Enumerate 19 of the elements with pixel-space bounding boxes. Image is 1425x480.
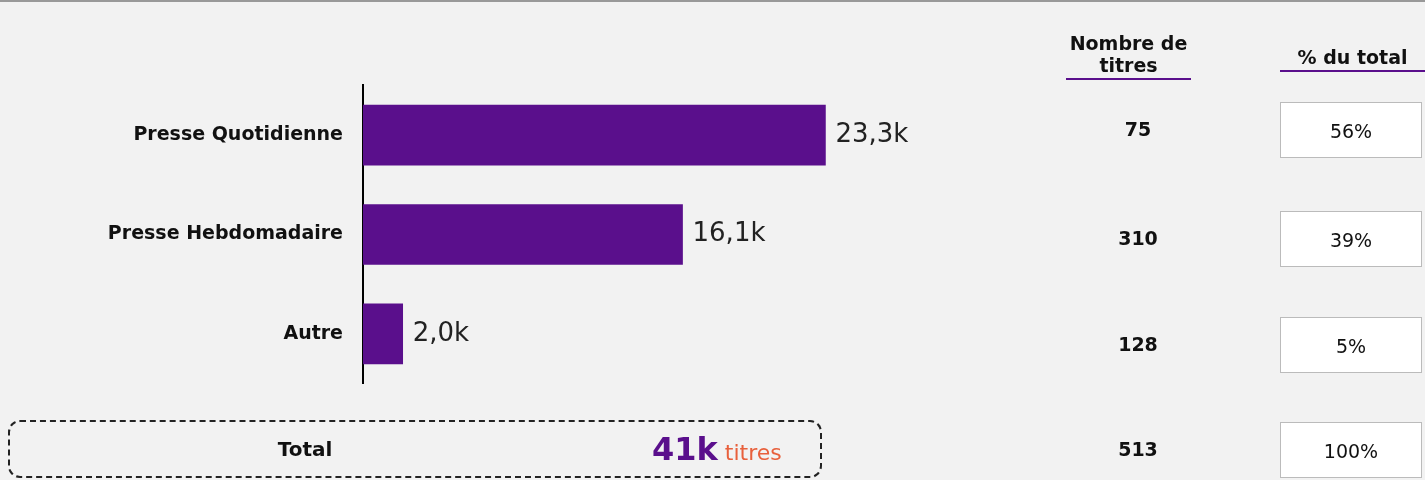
text: 41k [652,430,718,468]
text: 100% [1280,422,1422,478]
text: titres [723,440,782,465]
text: % du total [1280,46,1425,72]
data-label: 2,0k [412,316,470,347]
y-tick-label: Presse Hebdomadaire [107,221,343,244]
text: 128 [1117,333,1159,355]
y-tick-label: Autre [283,320,343,343]
text: 56% [1280,102,1422,158]
data-label: 23,3k [835,117,909,148]
data-label: 16,1k [692,217,766,248]
y-tick-label: Presse Quotidienne [133,122,343,145]
text: 310 [1117,227,1159,249]
text: Total [276,437,334,461]
text: 513 [1117,438,1159,460]
text: Nombre de titres [1066,32,1191,80]
text: 39% [1280,211,1422,267]
text: 75 [1123,118,1153,140]
text: 5% [1280,317,1422,373]
